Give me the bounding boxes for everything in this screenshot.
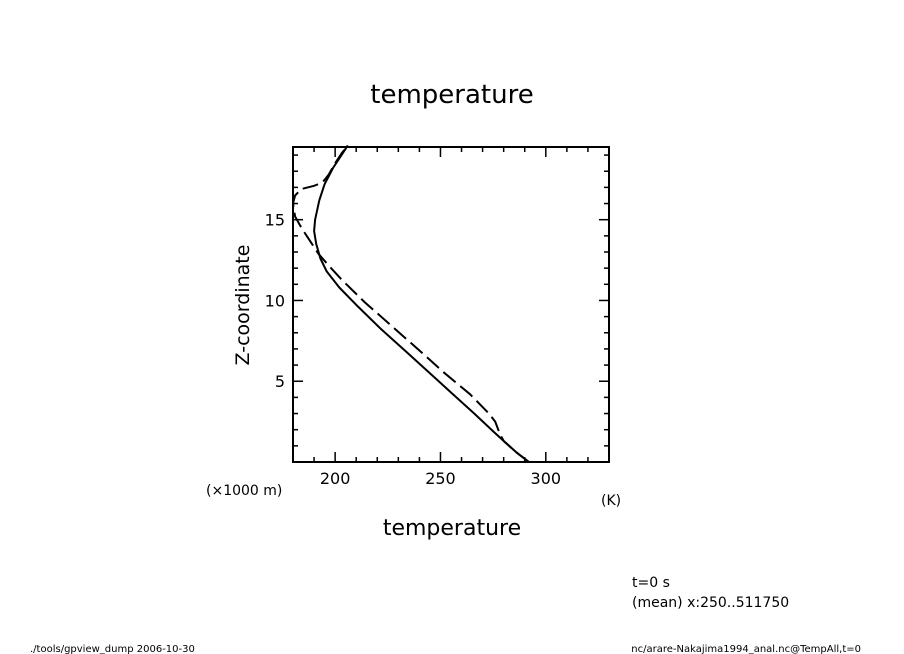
plot-border [292,146,610,463]
y-tick-label: 10 [265,291,285,310]
footer-right: nc/arare-Nakajima1994_anal.nc@TempAll,t=… [631,644,861,654]
y-axis-ticks: 5 10 15 [265,154,609,447]
x-axis-label: temperature [383,516,521,541]
y-tick-label: 5 [275,372,285,391]
series-line-dashed [292,144,530,463]
plot-frame [292,146,610,463]
y-axis-label: Z-coordinate [232,245,254,366]
x-tick-label: 200 [320,469,351,488]
series-line-solid [313,144,530,463]
y-unit-label: (×1000 m) [206,483,282,499]
y-tick-label: 15 [265,211,285,230]
x-unit-label: (K) [601,493,621,509]
x-tick-label: 300 [531,469,562,488]
series-lines [292,144,530,463]
x-axis-ticks: 200 250 300 [313,147,589,488]
footer-left: ./tools/gpview_dump 2006-10-30 [30,644,195,654]
x-tick-label: 250 [425,469,456,488]
time-annotation: t=0 s [632,575,670,591]
chart-title: temperature [370,80,533,110]
mean-annotation: (mean) x:250..511750 [632,595,789,611]
